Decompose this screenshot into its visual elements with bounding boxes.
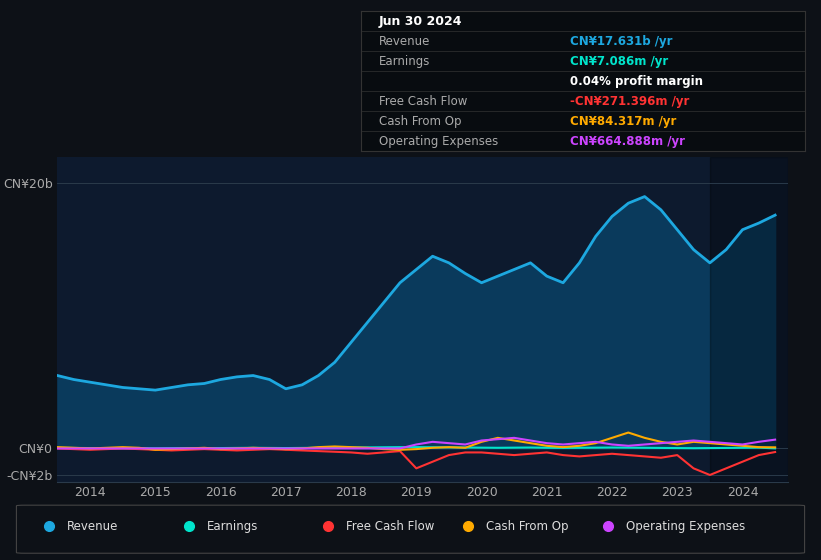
Text: Free Cash Flow: Free Cash Flow	[346, 520, 435, 533]
Text: Revenue: Revenue	[67, 520, 119, 533]
Text: Jun 30 2024: Jun 30 2024	[379, 15, 462, 27]
Text: Earnings: Earnings	[379, 55, 430, 68]
Text: CN¥84.317m /yr: CN¥84.317m /yr	[570, 115, 676, 128]
Text: Operating Expenses: Operating Expenses	[626, 520, 745, 533]
Text: -CN¥271.396m /yr: -CN¥271.396m /yr	[570, 95, 689, 108]
Text: Earnings: Earnings	[207, 520, 259, 533]
Text: Free Cash Flow: Free Cash Flow	[379, 95, 467, 108]
Text: Operating Expenses: Operating Expenses	[379, 135, 498, 148]
Text: CN¥17.631b /yr: CN¥17.631b /yr	[570, 35, 672, 48]
Bar	[710, 157, 788, 482]
Text: CN¥7.086m /yr: CN¥7.086m /yr	[570, 55, 667, 68]
Text: Cash From Op: Cash From Op	[486, 520, 568, 533]
Text: 0.04% profit margin: 0.04% profit margin	[570, 74, 703, 88]
Text: Cash From Op: Cash From Op	[379, 115, 461, 128]
Text: CN¥664.888m /yr: CN¥664.888m /yr	[570, 135, 685, 148]
Text: Revenue: Revenue	[379, 35, 430, 48]
